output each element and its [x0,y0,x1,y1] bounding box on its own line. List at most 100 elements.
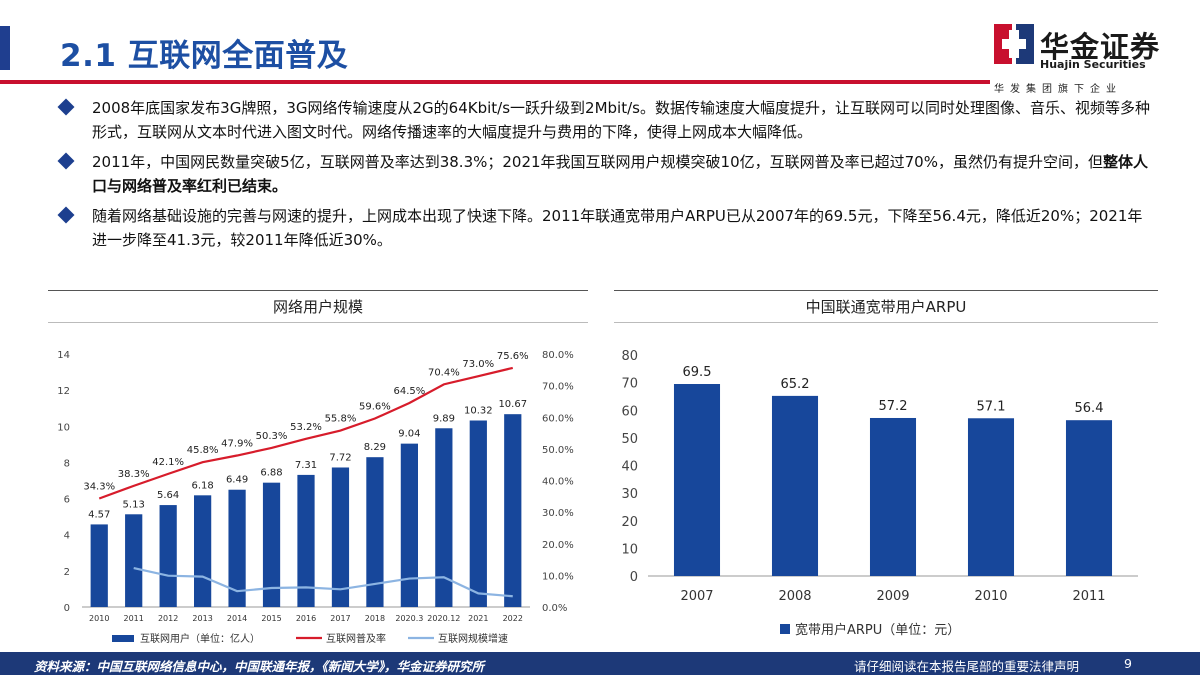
chart1-rate-label: 59.6% [359,402,391,413]
chart2-legend-swatch [780,624,790,634]
chart1-bar-value-label: 4.57 [88,509,110,520]
chart2-y-tick-label: 70 [621,377,638,392]
diamond-bullet-icon [57,206,75,224]
chart2-bar [869,417,917,576]
chart2-y-tick-label: 60 [621,404,638,419]
page-title: 2.1 互联网全面普及 [60,38,349,74]
logo-mark-icon [994,24,1034,64]
chart1-bar [504,414,522,607]
chart1-y2-tick-label: 0.0% [542,603,567,614]
chart2-top-rule [614,290,1158,291]
chart2-title: 中国联通宽带用户ARPU [805,298,967,316]
chart2-bar-value-label: 69.5 [683,365,712,380]
chart1-x-tick-label: 2010 [89,614,109,623]
bullet-text: 2008年底国家发布3G牌照，3G网络传输速度从2G的64Kbit/s一跃升级到… [92,99,1150,141]
chart1-bar-value-label: 9.89 [433,413,455,424]
chart1-bar [435,428,453,607]
chart2-bar [1065,420,1113,576]
chart1-y2-tick-label: 50.0% [542,445,574,456]
chart2-y-tick-label: 80 [621,349,638,364]
chart1-bar [125,514,143,607]
chart1-rate-label: 64.5% [393,386,425,397]
chart1-rate-label: 47.9% [221,439,253,450]
diamond-bullet-icon [57,152,75,170]
chart1-rate-label: 75.6% [497,351,529,362]
chart2-y-tick-label: 40 [621,460,638,475]
chart2-legend-label: 宽带用户ARPU（单位：元） [795,622,960,638]
title-accent-bar [0,26,10,70]
chart1-y2-tick-label: 30.0% [542,508,574,519]
chart1-legend-swatch-users [112,635,134,642]
chart1-y2-tick-label: 60.0% [542,413,574,424]
chart1-penetration-line [98,366,514,500]
chart1-bar [159,505,177,607]
chart1-bar [400,443,418,607]
logo-english-name: Huajin Securities [1040,58,1146,71]
chart1-y-tick-label: 6 [64,495,70,506]
chart1-bar-value-label: 9.04 [398,429,420,440]
header: 2.1 互联网全面普及 [0,0,1200,90]
chart1-bar [331,467,350,607]
chart1-bar [262,482,281,607]
chart1-bar [228,489,246,607]
title-divider [0,80,990,84]
footer-source: 资料来源：中国互联网络信息中心，中国联通年报，《新闻大学》，华金证券研究所 [34,659,485,674]
chart1-x-tick-label: 2015 [261,614,281,623]
chart2-bar-value-label: 57.1 [977,399,1006,414]
chart1-rate-label: 70.4% [428,367,460,378]
chart2-bar-value-label: 57.2 [879,399,908,414]
chart1-top-rule [48,290,588,291]
chart2-bar [673,384,721,576]
chart1-bar-value-label: 10.32 [464,406,493,417]
chart2-y-tick-label: 30 [621,487,638,502]
chart2-bar-value-label: 56.4 [1075,401,1104,416]
chart2-svg: 0 10 20 30 40 50 60 70 80 69.5 2007 65.2 2008 57.2 200… [621,349,1138,638]
chart1-y-tick-label: 2 [64,567,70,578]
chart1-title-rule [48,322,588,323]
chart1-legend-label-users: 互联网用户（单位：亿人） [140,632,260,645]
chart1-rate-label: 38.3% [118,469,150,480]
chart2-x-tick-label: 2010 [974,589,1007,604]
chart2-x-tick-label: 2008 [778,589,811,604]
chart2-title-rule [614,322,1158,323]
chart1-bar [469,420,487,607]
chart1-y2-tick-label: 20.0% [542,540,574,551]
chart1-rate-label: 34.3% [83,482,115,493]
chart2-y-tick-label: 20 [621,515,638,530]
chart1-y-tick-label: 14 [57,350,70,361]
chart1-bar [90,524,108,607]
chart1-bar-value-label: 8.29 [364,442,386,453]
chart2-y-tick-label: 0 [630,570,638,585]
chart1-y2-tick-label: 80.0% [542,350,574,361]
chart2-bar [771,395,819,576]
diamond-bullet-icon [57,98,75,116]
chart1-bar [194,495,212,607]
chart1-x-tick-label: 2014 [227,614,247,623]
logo-chinese-name: 华金证券 [1040,30,1161,64]
chart1-bar-value-label: 10.67 [498,399,527,410]
chart1-rate-label: 73.0% [462,359,494,370]
chart1-rate-label: 55.8% [325,414,357,425]
chart1-x-tick-label: 2018 [365,614,385,623]
chart1-y-tick-label: 10 [57,422,70,433]
chart1-svg: 0 2 4 6 8 10 12 14 0.0% 10.0% 20.0% 30.0% 40.0% 50.0%… [57,350,574,645]
logo-subtitle: 华发集团旗下企业 [994,84,1122,95]
chart2-x-tick-label: 2007 [680,589,713,604]
chart1-y2-tick-label: 70.0% [542,382,574,393]
footer: 资料来源：中国互联网络信息中心，中国联通年报，《新闻大学》，华金证券研究所 请仔… [0,652,1200,675]
chart1-rate-label: 45.8% [187,445,219,456]
chart1-legend-label-penetration: 互联网普及率 [326,632,386,645]
chart1-y-tick-label: 8 [64,458,70,469]
chart2-y-tick-label: 50 [621,432,638,447]
chart1-y-tick-label: 4 [64,531,70,542]
chart1-x-tick-label: 2022 [503,614,523,623]
chart1-x-tick-label: 2013 [192,614,212,623]
bullet-list: 2008年底国家发布3G牌照，3G网络传输速度从2G的64Kbit/s一跃升级到… [56,96,1156,258]
chart1-x-tick-label: 2016 [296,614,316,623]
chart1-x-tick-label: 2021 [468,614,488,623]
page-number: 9 [1124,656,1132,671]
bullet-bold-text: 整体人口与网络普及率红利已结束。 [92,153,1148,195]
chart1-x-tick-label: 2017 [330,614,350,623]
chart2-bar-value-label: 65.2 [781,377,810,392]
chart1-y-tick-label: 0 [64,603,70,614]
